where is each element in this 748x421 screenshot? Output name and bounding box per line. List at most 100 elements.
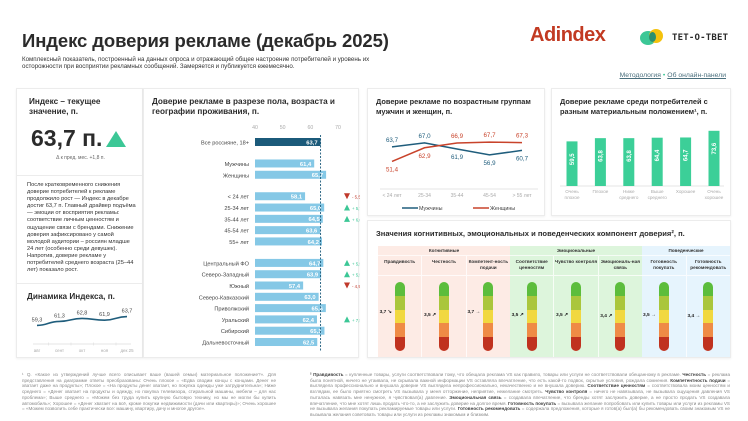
slices-bar [255, 226, 321, 235]
triangle-up-icon [344, 215, 350, 222]
gauge-segment [526, 295, 537, 310]
slices-bar-value: 63,9 [307, 273, 319, 279]
material-x-label: хорошее [705, 195, 724, 200]
slices-bar [255, 192, 306, 201]
component-gauge [703, 282, 714, 351]
gauge-segment [658, 323, 669, 338]
tet-o-tvet-logo[interactable]: ТЕТ-О-ТВЕТ [640, 28, 728, 48]
header-links: Методология • Об онлайн-панели [620, 72, 726, 79]
footnote-definition: = выглядела профессионально и внушала до… [310, 377, 730, 389]
material-x-label: Очень [565, 189, 579, 194]
dynamics-x-label: окт [79, 348, 85, 353]
material-bar [680, 137, 692, 186]
dynamics-x-label: авг [34, 348, 41, 353]
component-label: Чувство контроля [554, 256, 598, 276]
slices-bar-value: 65,6 [312, 307, 324, 313]
gauge-segment [615, 323, 626, 338]
line-men [391, 142, 523, 156]
methodology-link[interactable]: Методология [619, 72, 661, 79]
gauge-segment [438, 323, 449, 338]
component-column: Готовность рекомендовать 3,4 → [686, 256, 730, 357]
slices-row-label: 55+ лет [229, 240, 249, 246]
slices-bar [255, 258, 324, 267]
component-label: Правдивость [378, 256, 422, 276]
material-bar [594, 138, 606, 186]
slices-change-label: + 7,5 п. [352, 318, 360, 323]
dynamics-chart: 59,3 61,3 62,8 61,9 63,7 авг сент окт ноя дек 25 [32, 309, 134, 353]
material-x-label: Плохое [592, 189, 608, 194]
triangle-up-icon [344, 316, 350, 323]
component-column: Правдивость 3,7 ↘ [378, 256, 423, 357]
material-bar [708, 130, 720, 186]
slices-row-label: < 24 лет [228, 195, 250, 201]
component-value: 3,4 → [687, 314, 701, 320]
slices-bar [255, 214, 323, 223]
component-label: Соответствие ценностям [510, 256, 554, 276]
component-label: Готовность покупать [642, 256, 686, 276]
slices-row-label: 45-54 лет [224, 229, 249, 235]
lines-x-label: 25-34 [418, 193, 431, 199]
component-group: Эмоциональные Соответствие ценностям 3,5 ↗… [510, 246, 642, 357]
gauge-segment [394, 309, 405, 324]
slices-row-label: Дальневосточный [202, 340, 249, 347]
gauge-segment [570, 295, 581, 310]
slices-x-tick: 60 [307, 125, 313, 131]
line-data-label: 60,7 [516, 155, 529, 162]
component-gauge [570, 282, 581, 351]
footnote-term: Соответствие ценностям [587, 383, 646, 389]
tet-o-tvet-logo-text: ТЕТ-О-ТВЕТ [672, 33, 729, 43]
component-column: Готовность покупать 3,5 → [642, 256, 687, 357]
adindex-logo[interactable]: Adindex [530, 24, 606, 46]
component-group-title: Эмоциональные [510, 246, 642, 256]
component-value: 3,5 ↗ [423, 312, 436, 318]
gauge-segment [483, 309, 494, 324]
age-gender-card-title: Доверие рекламе по возрастным группам му… [376, 97, 531, 116]
gauge-segment [394, 282, 405, 296]
material-x-label: Хорошее [676, 189, 696, 194]
slices-bar [255, 203, 325, 212]
dynamics-x-label: дек 25 [120, 348, 134, 353]
gauge-segment [438, 295, 449, 310]
index-commentary: После кратковременного снижения доверие … [27, 182, 136, 274]
gauge-segment [526, 309, 537, 324]
triangle-up-icon [106, 130, 127, 147]
slices-row-label: Женщины [223, 173, 249, 179]
component-value: 3,5 ↗ [555, 312, 568, 318]
material-x-label: Выше [651, 189, 664, 194]
material-bar-value: 59,5 [570, 153, 576, 165]
slices-bar-value: 64,5 [308, 217, 320, 223]
slices-row-label: Приволжский [214, 306, 249, 313]
component-group-title: Поведенческие [642, 246, 730, 256]
material-chart: 59,5Оченьплохое63,8Плохое63,8Нижесреднег… [560, 130, 724, 200]
line-data-label: 62,9 [418, 153, 431, 160]
line-data-label: 61,9 [451, 154, 464, 161]
triangle-down-icon [344, 193, 350, 200]
slices-bar [255, 270, 322, 279]
slices-row-label: Все россияне, 18+ [201, 141, 249, 147]
slices-bar-value: 64,2 [308, 240, 319, 246]
slices-bar [255, 138, 321, 146]
gauge-segment [658, 309, 669, 324]
component-column: Честность 3,5 ↗ [422, 256, 467, 357]
online-panel-link[interactable]: Об онлайн-панели [667, 72, 726, 79]
component-column: Чувство контроля 3,5 ↗ [554, 256, 599, 357]
slices-bar-value: 62,4 [303, 318, 315, 324]
slices-x-tick: 40 [252, 125, 258, 131]
lines-x-label: < 24 лет [382, 193, 402, 199]
slices-change-label: - 4,9 п. [352, 284, 360, 289]
line-data-label: 67,7 [483, 132, 496, 139]
component-group: Когнитивные Правдивость 3,7 ↘ Честность 3,5 … [378, 246, 510, 357]
slices-bar [255, 237, 322, 246]
material-bar-value: 63,8 [627, 149, 633, 161]
slices-change-label: + 5,7 п. [352, 206, 360, 211]
gauge-segment [703, 295, 714, 310]
gauge-segment [526, 282, 537, 296]
slices-chart: 40 50 60 70 Все россияне, 18+ 63,7 Мужчины 61,4… [199, 125, 360, 352]
slices-x-tick: 70 [335, 125, 341, 131]
divider [17, 283, 143, 284]
material-bar [623, 138, 635, 186]
material-card: Доверие рекламе среди потребителей с раз… [551, 88, 731, 216]
gauge-segment [615, 337, 626, 351]
slices-bar [255, 159, 315, 168]
slices-bar [255, 338, 318, 347]
